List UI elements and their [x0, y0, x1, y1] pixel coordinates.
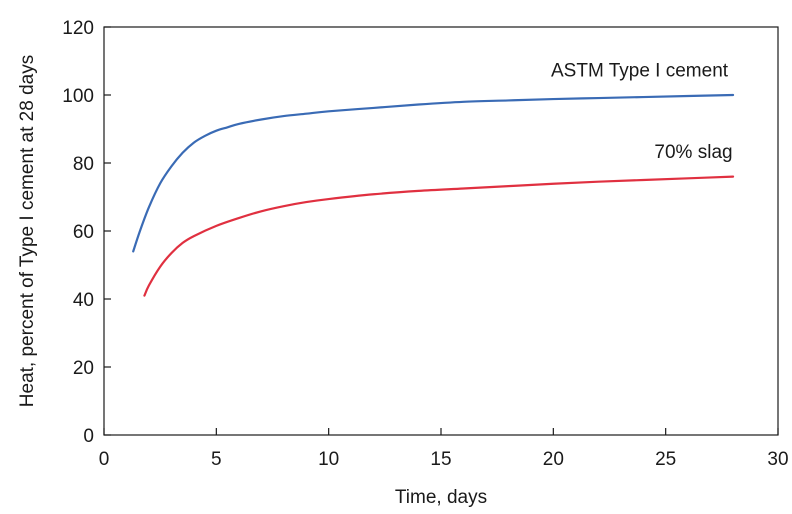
series-label-0: ASTM Type I cement — [551, 60, 729, 81]
x-tick-label: 0 — [99, 449, 110, 470]
y-tick-label: 120 — [62, 18, 94, 39]
y-tick-label: 60 — [73, 222, 94, 243]
x-axis-title: Time, days — [395, 487, 487, 508]
y-axis-title-group: Heat, percent of Type I cement at 28 day… — [17, 55, 38, 407]
x-tick-label: 15 — [430, 449, 451, 470]
y-axis-title: Heat, percent of Type I cement at 28 day… — [17, 55, 38, 407]
y-tick-label: 40 — [73, 290, 94, 311]
y-tick-label: 80 — [73, 154, 94, 175]
series-line-0 — [132, 93, 735, 253]
x-axis-ticks: 0 5 10 15 20 25 30 — [99, 428, 789, 470]
x-tick-label: 5 — [211, 449, 222, 470]
series-label-1: 70% slag — [654, 142, 732, 163]
y-axis-ticks: 0 20 40 60 80 100 120 — [62, 18, 111, 447]
x-tick-label: 20 — [543, 449, 564, 470]
y-tick-label: 100 — [62, 86, 94, 107]
y-tick-label: 0 — [83, 426, 94, 447]
x-tick-label: 30 — [767, 449, 788, 470]
y-tick-label: 20 — [73, 358, 94, 379]
x-tick-label: 10 — [318, 449, 339, 470]
series-lines — [132, 93, 735, 297]
x-tick-label: 25 — [655, 449, 676, 470]
series-line-1 — [143, 175, 735, 297]
series-labels: ASTM Type I cement 70% slag — [551, 60, 733, 163]
